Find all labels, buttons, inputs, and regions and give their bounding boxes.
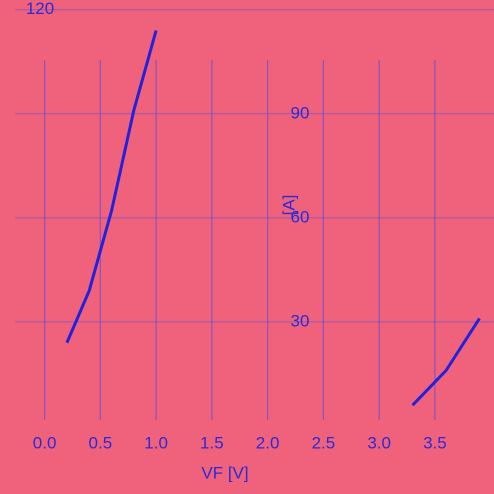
x-tick-label: 2.0 <box>256 433 280 452</box>
y-axis-label: [A] <box>279 195 298 216</box>
x-tick-label: 2.5 <box>312 433 336 452</box>
x-tick-label: 3.5 <box>423 433 447 452</box>
x-tick-label: 1.0 <box>144 433 168 452</box>
series-line <box>65 30 158 344</box>
x-tick-label: 1.5 <box>200 433 224 452</box>
x-tick-label: 3.0 <box>367 433 391 452</box>
y-tick-label: 30 <box>291 311 310 330</box>
y-tick-label: 120 <box>26 0 54 18</box>
x-axis-label: VF [V] <box>201 463 248 482</box>
x-tick-label: 0.0 <box>33 433 57 452</box>
y-tick-label: 90 <box>291 103 310 122</box>
series-line <box>411 317 481 407</box>
y-tick-label: 60 <box>291 207 310 226</box>
x-tick-label: 0.5 <box>89 433 113 452</box>
